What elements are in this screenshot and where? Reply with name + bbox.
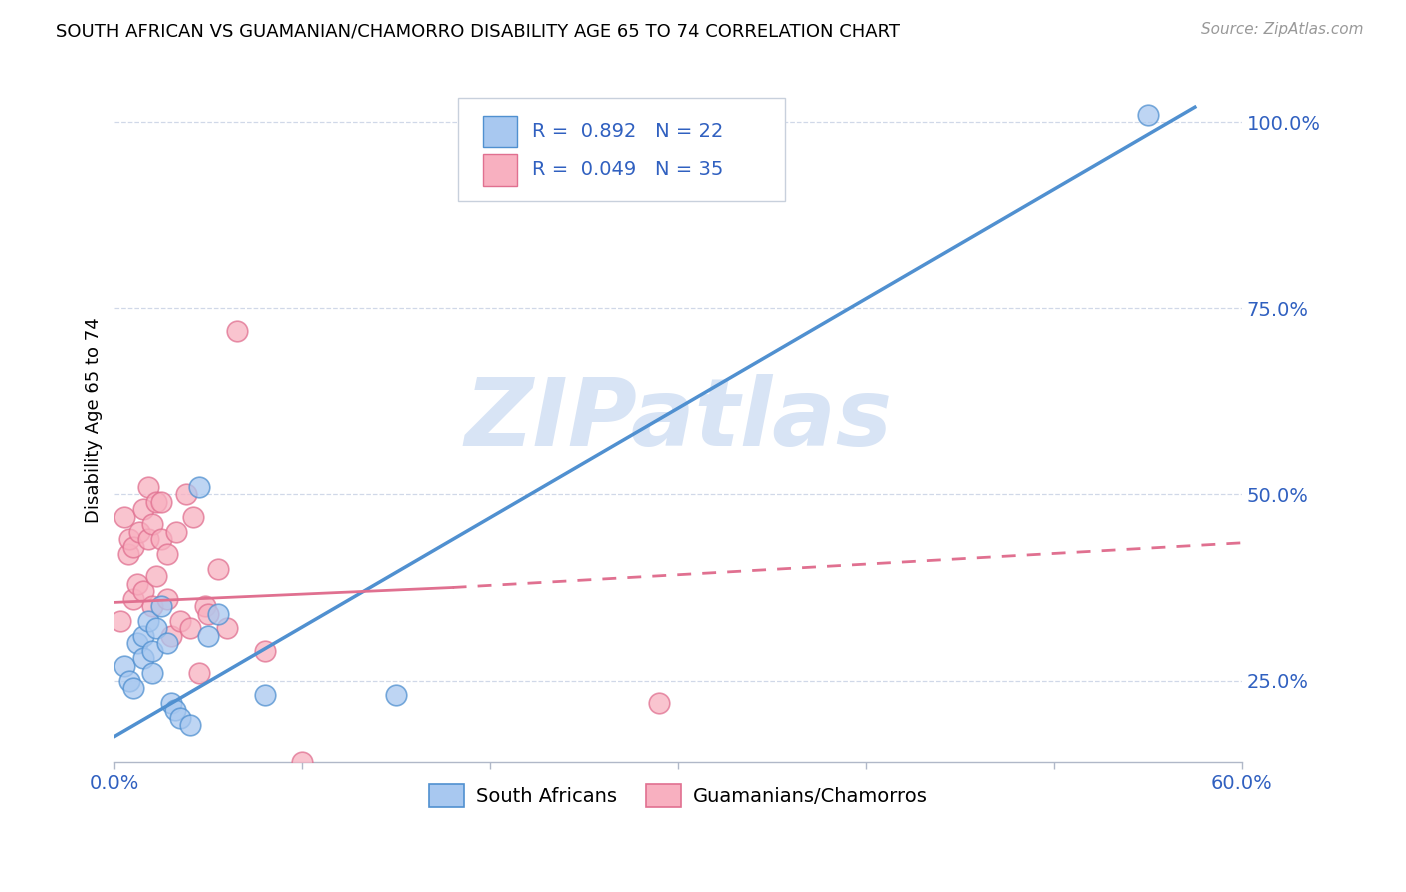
Point [118, 532, 141, 546]
Point [188, 480, 211, 494]
Point [141, 517, 163, 532]
Point [156, 547, 179, 561]
Point [207, 562, 229, 576]
Text: R =  0.049   N = 35: R = 0.049 N = 35 [531, 161, 723, 179]
Point [131, 584, 153, 599]
Point [174, 487, 197, 501]
Text: Source: ZipAtlas.com: Source: ZipAtlas.com [1201, 22, 1364, 37]
Point [141, 599, 163, 613]
Legend: South Africans, Guamanians/Chamorros: South Africans, Guamanians/Chamorros [422, 776, 935, 814]
Point [122, 540, 145, 554]
Point [197, 607, 219, 621]
Y-axis label: Disability Age 65 to 74: Disability Age 65 to 74 [86, 317, 103, 523]
Point [141, 644, 163, 658]
Point [169, 711, 191, 725]
Point [112, 509, 135, 524]
Point [141, 666, 163, 681]
Point [253, 644, 276, 658]
Point [291, 756, 314, 770]
Point [169, 614, 191, 628]
Point [194, 599, 217, 613]
Point [131, 651, 153, 665]
Point [145, 495, 167, 509]
Point [145, 622, 167, 636]
Point [183, 509, 205, 524]
Point [156, 591, 179, 606]
Point [136, 480, 159, 494]
Point [179, 622, 201, 636]
Point [385, 689, 408, 703]
Text: R =  0.892   N = 22: R = 0.892 N = 22 [531, 122, 723, 141]
Point [150, 532, 173, 546]
Point [145, 569, 167, 583]
Text: SOUTH AFRICAN VS GUAMANIAN/CHAMORRO DISABILITY AGE 65 TO 74 CORRELATION CHART: SOUTH AFRICAN VS GUAMANIAN/CHAMORRO DISA… [56, 22, 900, 40]
Point [253, 689, 276, 703]
Point [150, 495, 173, 509]
Point [188, 666, 211, 681]
Point [163, 703, 186, 717]
Point [136, 532, 159, 546]
Point [131, 629, 153, 643]
Point [207, 607, 229, 621]
Point [165, 524, 187, 539]
Point [117, 547, 139, 561]
Point [128, 524, 150, 539]
FancyBboxPatch shape [458, 98, 785, 201]
Point [150, 599, 173, 613]
Point [225, 324, 247, 338]
Point [1136, 108, 1159, 122]
Point [136, 614, 159, 628]
Point [112, 658, 135, 673]
Point [122, 681, 145, 695]
Text: ZIPatlas: ZIPatlas [464, 374, 893, 466]
Point [118, 673, 141, 688]
Point [122, 591, 145, 606]
Point [131, 502, 153, 516]
Bar [484, 116, 517, 147]
Point [159, 696, 181, 710]
Point [159, 629, 181, 643]
Point [648, 696, 671, 710]
Point [125, 636, 148, 650]
Point [125, 576, 148, 591]
Point [108, 614, 131, 628]
Bar [484, 154, 517, 186]
Point [197, 629, 219, 643]
Point [217, 622, 239, 636]
Point [179, 718, 201, 732]
Point [156, 636, 179, 650]
